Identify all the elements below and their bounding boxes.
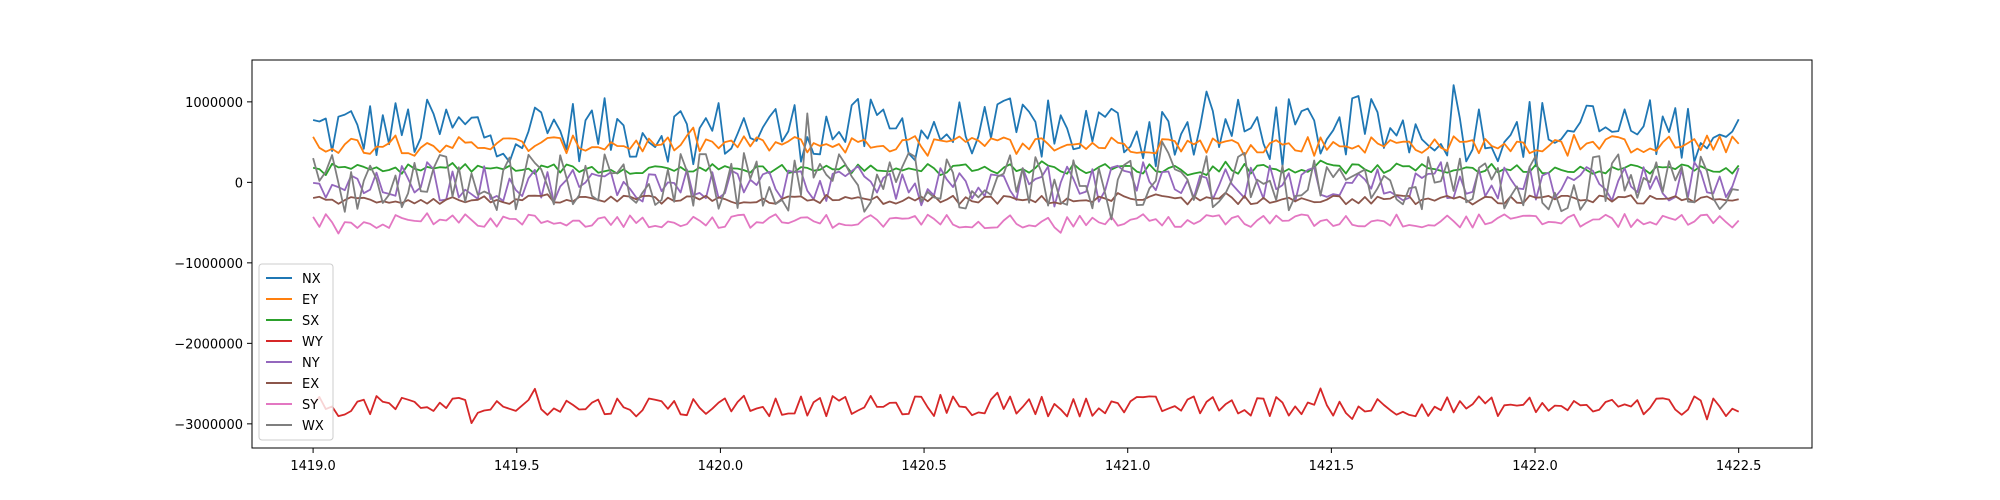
x-tick-label: 1421.5	[1309, 459, 1355, 474]
series-line-ex	[312, 191, 1739, 206]
x-tick-label: 1422.5	[1716, 459, 1762, 474]
plot-frame	[251, 59, 1813, 449]
x-tick-label: 1421.0	[1105, 459, 1151, 474]
legend: NX EY SX WY NY EX SY WX	[258, 263, 334, 441]
y-tick-label: 1000000	[185, 96, 243, 111]
legend-label-nx: NX	[302, 272, 321, 287]
x-tick-label: 1419.5	[494, 459, 540, 474]
legend-label-sy: SY	[302, 398, 318, 413]
legend-label-ny: NY	[302, 356, 320, 371]
legend-label-wy: WY	[302, 335, 323, 350]
x-tick-label: 1422.0	[1512, 459, 1558, 474]
y-axis: 1000000 0 −1000000 −2000000 −3000000	[174, 96, 252, 433]
x-tick-label: 1420.0	[698, 459, 744, 474]
legend-box	[258, 263, 334, 441]
series-line-wx	[312, 112, 1739, 221]
series-line-sy	[312, 212, 1740, 235]
y-tick-label: 0	[235, 176, 243, 191]
legend-label-ex: EX	[302, 377, 319, 392]
x-tick-label: 1419.0	[290, 459, 336, 474]
series-line-wy	[312, 387, 1740, 425]
y-tick-label: −3000000	[174, 418, 243, 433]
legend-label-sx: SX	[302, 314, 319, 329]
legend-label-ey: EY	[302, 293, 318, 308]
series-layer	[312, 84, 1740, 425]
y-tick-label: −2000000	[174, 337, 243, 352]
series-line-ey	[312, 126, 1740, 157]
series-line-sx	[312, 159, 1740, 177]
x-axis: 1419.0 1419.5 1420.0 1420.5 1421.0 1421.5 1422…	[290, 448, 1761, 474]
y-tick-label: −1000000	[174, 257, 243, 272]
legend-label-wx: WX	[302, 419, 324, 434]
series-line-nx	[312, 84, 1740, 168]
x-tick-label: 1420.5	[901, 459, 947, 474]
